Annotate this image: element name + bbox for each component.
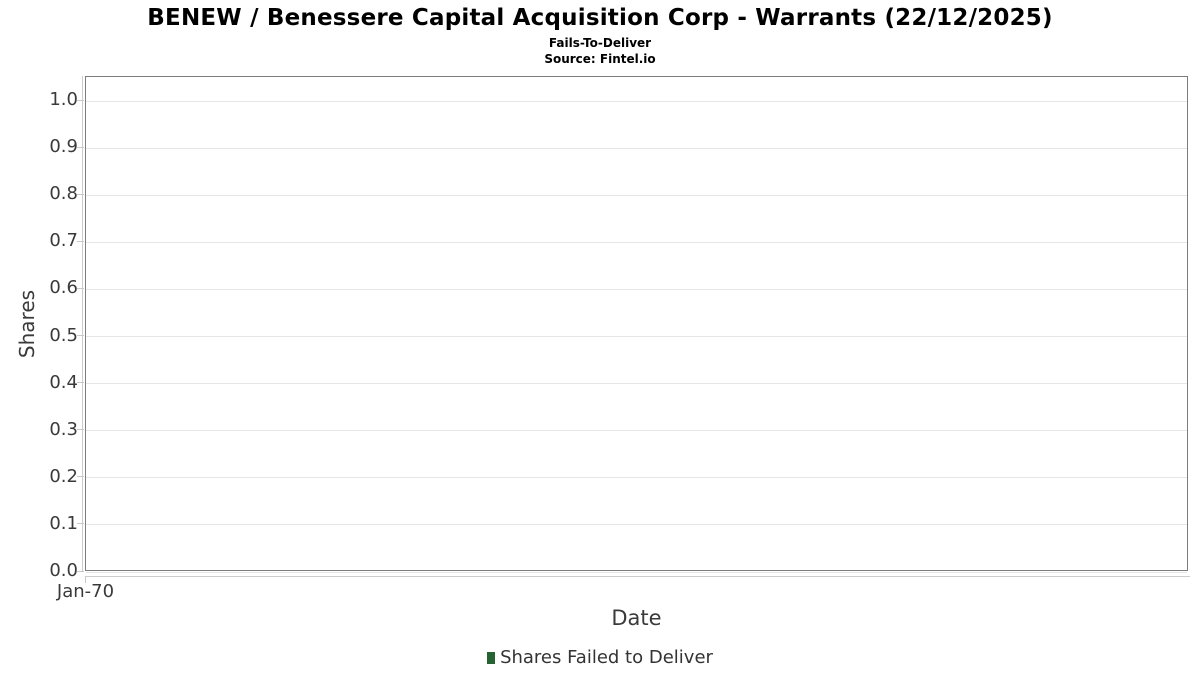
x-tick-mark xyxy=(85,577,86,583)
plot-area xyxy=(85,76,1188,573)
y-tick-mark xyxy=(77,193,84,195)
legend-item-shares-failed-to-deliver[interactable]: Shares Failed to Deliver xyxy=(487,647,713,669)
y-tick-mark xyxy=(77,429,84,431)
y-tick-label: 0.6 xyxy=(49,277,78,299)
y-tick-mark xyxy=(77,335,84,336)
y-tick-label: 0.2 xyxy=(49,465,78,487)
chart-title: BENEW / Benessere Capital Acquisition Co… xyxy=(147,5,1053,31)
gridline xyxy=(86,288,1187,290)
y-tick-label: 0.7 xyxy=(49,230,78,252)
gridline xyxy=(86,571,1187,573)
gridline xyxy=(86,100,1187,102)
gridline xyxy=(86,336,1187,337)
x-axis-line xyxy=(85,576,1190,577)
gridline xyxy=(86,524,1187,526)
legend-marker-icon xyxy=(487,652,496,664)
legend-label: Shares Failed to Deliver xyxy=(500,647,713,668)
y-axis-line xyxy=(82,76,83,571)
y-tick-label: 0.1 xyxy=(49,512,78,534)
y-tick-label: 0.4 xyxy=(49,371,78,393)
y-tick-mark xyxy=(77,523,84,525)
y-tick-mark xyxy=(77,382,84,384)
y-tick-label: 0.8 xyxy=(49,183,78,205)
y-tick-mark xyxy=(77,570,84,572)
y-tick-label: 0.5 xyxy=(49,324,78,346)
chart-subtitle: Fails-To-Deliver xyxy=(548,36,652,50)
gridline xyxy=(86,147,1187,149)
y-tick-mark xyxy=(77,287,84,289)
chart-source: Source: Fintel.io xyxy=(544,52,656,66)
y-tick-label: 0.0 xyxy=(49,560,78,581)
legend: Shares Failed to Deliver xyxy=(0,647,1200,669)
y-tick-label: 1.0 xyxy=(49,89,78,110)
y-tick-mark xyxy=(77,240,84,242)
gridline xyxy=(86,383,1187,385)
y-tick-mark xyxy=(77,99,84,101)
gridline xyxy=(86,241,1187,243)
y-tick-mark xyxy=(77,476,84,478)
gridline xyxy=(86,194,1187,196)
y-tick-label: 0.3 xyxy=(49,418,78,440)
gridline xyxy=(86,430,1187,432)
gridline xyxy=(86,477,1187,479)
x-axis-title: Date xyxy=(611,606,662,630)
y-tick-label: 0.9 xyxy=(49,136,78,158)
y-tick-mark xyxy=(77,146,84,148)
x-tick-label: Jan-70 xyxy=(56,581,115,602)
